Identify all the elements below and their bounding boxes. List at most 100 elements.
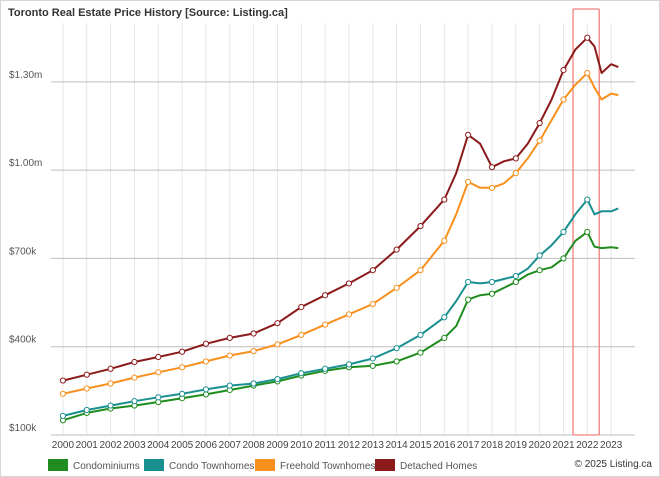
data-point[interactable]	[298, 303, 305, 311]
data-point[interactable]	[441, 334, 448, 341]
data-point[interactable]	[226, 334, 233, 341]
series-3	[59, 34, 619, 384]
data-point[interactable]	[465, 278, 472, 286]
x-tick-label: 2013	[362, 440, 385, 451]
data-point[interactable]	[512, 272, 519, 280]
data-point[interactable]	[179, 348, 186, 355]
data-point[interactable]	[369, 267, 376, 274]
data-point[interactable]	[441, 314, 448, 321]
data-point[interactable]	[202, 358, 210, 365]
data-point[interactable]	[322, 365, 329, 372]
data-point[interactable]	[393, 246, 400, 253]
data-point[interactable]	[345, 280, 353, 287]
data-point[interactable]	[59, 390, 67, 397]
data-point[interactable]	[465, 131, 472, 138]
legend: Condominiums Condo Townhomes Freehold Town…	[48, 459, 477, 472]
data-point[interactable]	[83, 406, 90, 414]
x-tick-label: 2016	[433, 440, 456, 451]
data-point[interactable]	[155, 394, 162, 401]
data-point[interactable]	[202, 340, 210, 347]
data-point[interactable]	[488, 278, 496, 286]
data-point[interactable]	[584, 69, 591, 77]
data-point[interactable]	[584, 196, 591, 203]
data-point[interactable]	[179, 390, 186, 397]
data-point[interactable]	[107, 402, 114, 409]
data-point[interactable]	[536, 267, 543, 274]
data-point[interactable]	[465, 296, 472, 303]
data-point[interactable]	[584, 228, 591, 236]
data-point[interactable]	[393, 345, 400, 352]
data-point[interactable]	[202, 386, 210, 393]
highlight-layer	[572, 8, 600, 436]
data-point[interactable]	[59, 412, 67, 419]
data-point[interactable]	[369, 362, 376, 369]
data-point[interactable]	[131, 358, 138, 366]
data-point[interactable]	[417, 349, 424, 356]
data-point[interactable]	[393, 284, 400, 291]
data-point[interactable]	[131, 398, 138, 405]
x-tick-label: 2006	[195, 440, 218, 451]
data-point[interactable]	[250, 380, 257, 387]
data-point[interactable]	[560, 228, 567, 236]
x-tick-label: 2014	[386, 440, 409, 451]
series-2	[59, 69, 619, 397]
data-point[interactable]	[202, 391, 210, 398]
data-point[interactable]	[226, 382, 233, 389]
copyright-text: © 2025 Listing.ca	[575, 459, 653, 470]
data-point[interactable]	[512, 155, 519, 162]
data-point[interactable]	[369, 355, 376, 362]
data-point[interactable]	[512, 169, 519, 177]
data-point[interactable]	[417, 331, 424, 339]
data-point[interactable]	[536, 137, 543, 144]
data-point[interactable]	[369, 300, 376, 308]
data-point[interactable]	[345, 361, 353, 368]
data-point[interactable]	[488, 184, 496, 191]
data-point[interactable]	[488, 164, 496, 171]
data-point[interactable]	[83, 385, 90, 392]
x-tick-label: 2001	[76, 440, 99, 451]
data-point[interactable]	[131, 374, 138, 381]
x-tick-label: 2017	[457, 440, 480, 451]
x-tick-label: 2005	[171, 440, 194, 451]
data-point[interactable]	[488, 290, 496, 297]
data-point[interactable]	[59, 377, 67, 384]
data-point[interactable]	[155, 353, 162, 361]
data-point[interactable]	[512, 278, 519, 286]
data-point[interactable]	[274, 341, 281, 348]
legend-label: Condominiums	[73, 461, 140, 472]
data-point[interactable]	[298, 331, 305, 339]
data-point[interactable]	[441, 196, 448, 203]
data-point[interactable]	[536, 119, 543, 127]
data-point[interactable]	[107, 365, 114, 372]
data-point[interactable]	[298, 370, 305, 377]
data-point[interactable]	[107, 380, 114, 387]
x-tick-label: 2007	[219, 440, 242, 451]
data-point[interactable]	[560, 255, 567, 262]
series-line	[62, 198, 619, 417]
data-point[interactable]	[83, 371, 90, 378]
data-point[interactable]	[441, 237, 448, 244]
data-point[interactable]	[274, 320, 281, 327]
data-point[interactable]	[345, 311, 353, 318]
legend-label: Detached Homes	[400, 461, 477, 472]
data-point[interactable]	[417, 222, 424, 230]
data-point[interactable]	[417, 267, 424, 274]
data-point[interactable]	[322, 292, 329, 299]
data-point[interactable]	[536, 252, 543, 259]
data-point[interactable]	[155, 369, 162, 376]
data-point[interactable]	[560, 66, 567, 74]
data-point[interactable]	[250, 330, 257, 337]
data-point[interactable]	[274, 375, 281, 383]
x-axis: 2000 2001 2002 2003 2004 2005 2006 2007 2008 2009…	[52, 440, 623, 451]
data-point[interactable]	[322, 321, 329, 328]
data-point[interactable]	[465, 178, 472, 186]
grid	[51, 23, 635, 436]
data-point[interactable]	[584, 34, 591, 41]
data-point[interactable]	[226, 352, 233, 359]
data-point[interactable]	[393, 358, 400, 365]
data-point[interactable]	[560, 96, 567, 103]
data-point[interactable]	[250, 348, 257, 355]
data-point[interactable]	[179, 364, 186, 371]
x-tick-label: 2003	[123, 440, 146, 451]
